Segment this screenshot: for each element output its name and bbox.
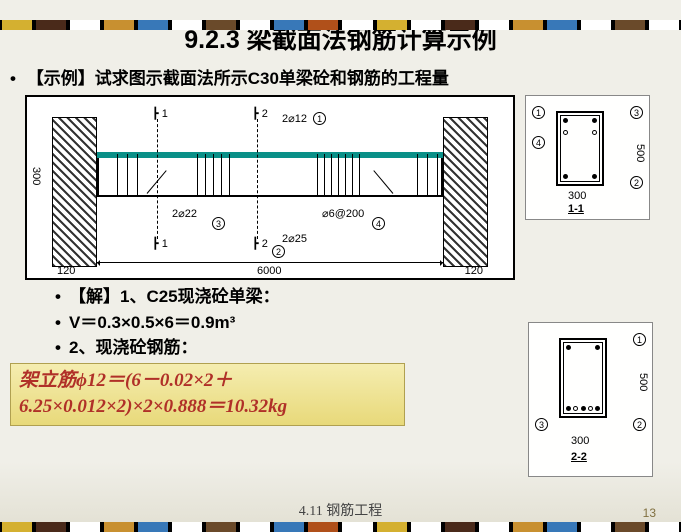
footer-section-label: 4.11 钢筋工程 [299,500,382,520]
sec2-stirrup [563,342,603,414]
span-dim-line [97,262,443,263]
page-number: 13 [643,506,656,520]
film-strip-top [0,20,681,30]
solution-line-1: 【解】1、C25现浇砼单梁： [69,287,280,306]
solution-line-2: V＝0.3×0.5×6＝0.9m³ [69,313,235,332]
formula-highlight-box: 架立筋ϕ12＝(6－0.02×2＋ 6.25×0.012×2)×2×0.888＝… [10,363,405,426]
cut-line-2 [257,119,258,239]
left-column-hatch [52,117,97,267]
film-strip-bottom [0,522,681,532]
formula-line-2: 6.25×0.012×2)×2×0.888＝10.32kg [19,394,396,421]
sec1-stirrup [560,115,600,182]
beam-top-bar [97,152,443,158]
section-1-1-diagram: 1 3 4 2 500 300 1-1 [525,95,650,220]
example-prompt: • 【示例】试求图示截面法所示C30单梁砼和钢筋的工程量 [10,64,681,89]
right-column-hatch [443,117,488,267]
example-text: 【示例】试求图示截面法所示C30单梁砼和钢筋的工程量 [27,69,449,88]
section-2-2-diagram: 1 3 2 500 300 2-2 [528,322,653,477]
cut-line-1 [157,119,158,239]
formula-line-1: 架立筋ϕ12＝(6－0.02×2＋ [19,368,396,395]
solution-line-3: 2、现浇砼钢筋： [69,338,197,357]
beam-elevation-diagram: ┣ 1 ┣ 1 ┣ 2 ┣ 2 2⌀12 1 2⌀22 3 ⌀6@200 4 2… [25,95,515,280]
